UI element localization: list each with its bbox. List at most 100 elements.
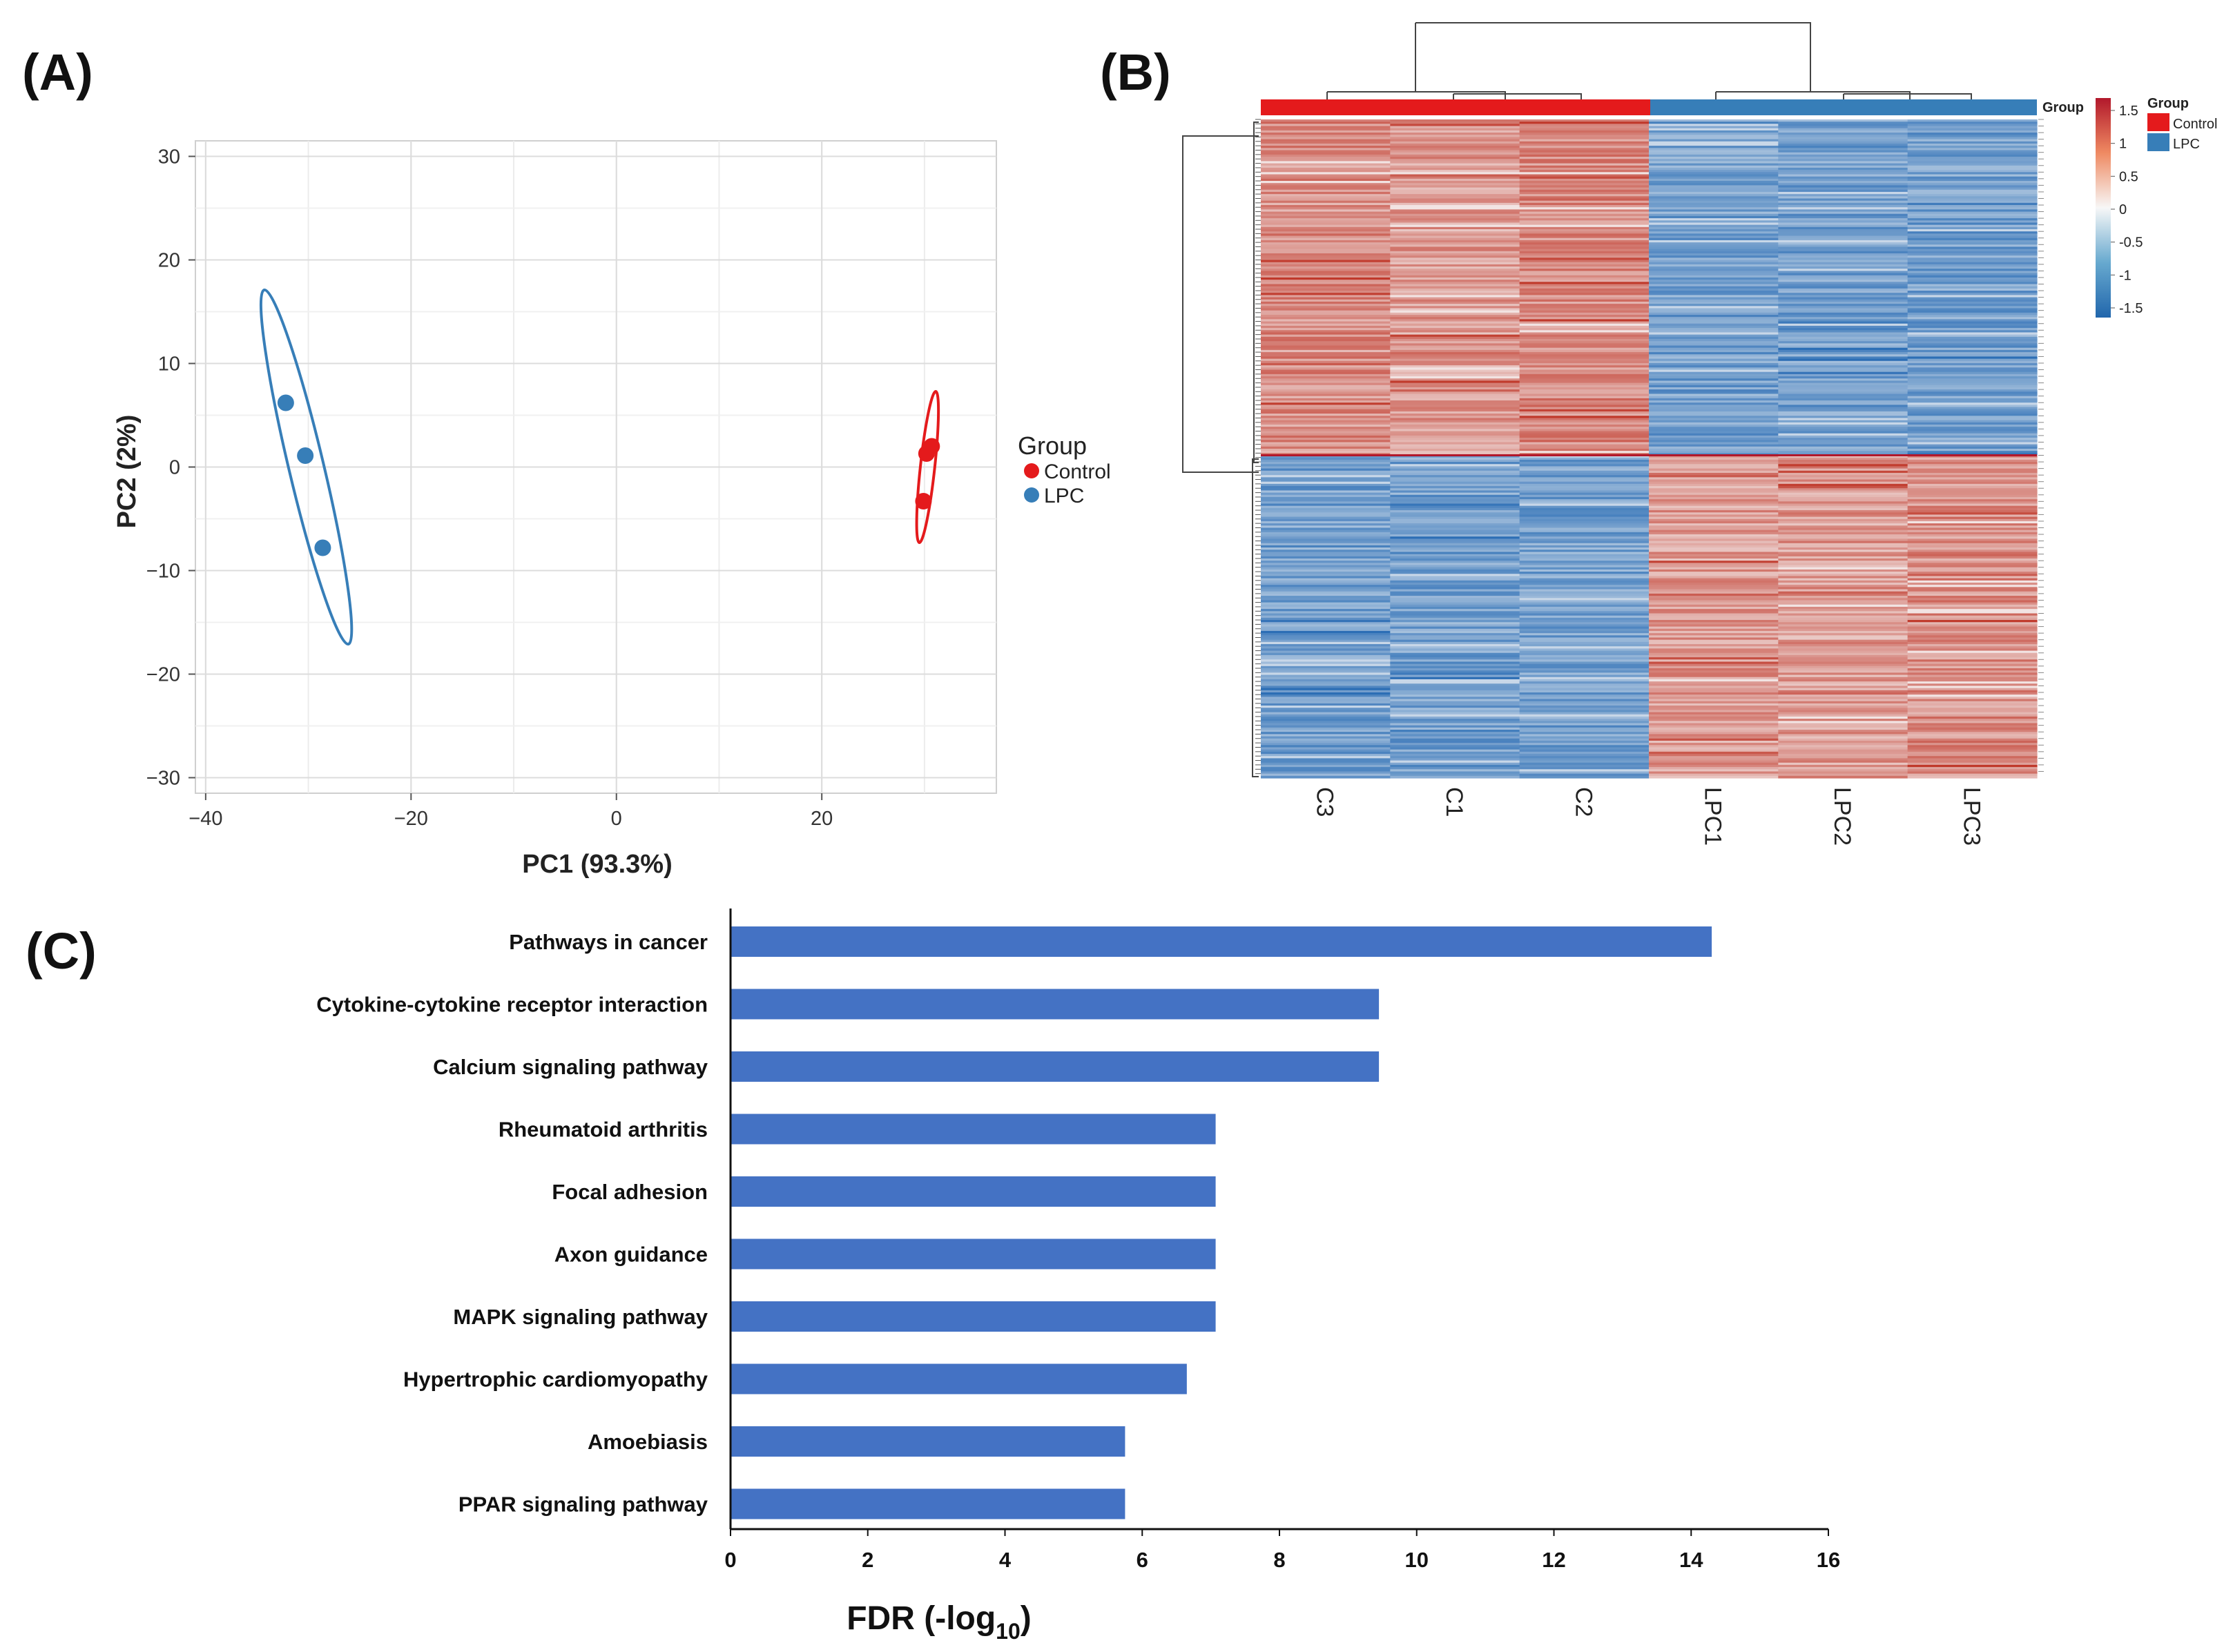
heatmap-cell: [1390, 582, 1520, 585]
heatmap-cell: [1261, 352, 1391, 355]
bar-category-label: Axon guidance: [554, 1243, 708, 1267]
heatmap-cell: [1390, 418, 1520, 421]
heatmap-cell: [1390, 442, 1520, 445]
heatmap-cell: [1778, 407, 1908, 410]
heatmap-cell: [1649, 771, 1779, 775]
heatmap-cell: [1519, 126, 1650, 129]
heatmap-cell: [1649, 242, 1779, 245]
heatmap-legend-lpc-label: LPC: [2173, 137, 2200, 152]
heatmap-cell: [1778, 756, 1908, 759]
heatmap-cell: [1778, 479, 1908, 483]
heatmap-cell: [1907, 146, 2038, 148]
heatmap-cell: [1261, 194, 1391, 197]
heatmap-cell: [1261, 325, 1391, 329]
heatmap-cell: [1907, 229, 2038, 232]
bar-x-axis-title: FDR (-log10): [847, 1600, 1032, 1644]
heatmap-cell: [1778, 438, 1908, 440]
heatmap-cell: [1649, 332, 1779, 336]
heatmap-cell: [1649, 354, 1779, 358]
heatmap-cell: [1907, 367, 2038, 371]
heatmap-cell: [1261, 628, 1391, 632]
pca-point-control: [915, 493, 932, 509]
heatmap-cell: [1778, 589, 1908, 592]
heatmap-cell: [1907, 176, 2038, 179]
heatmap-cell: [1649, 734, 1779, 737]
heatmap-cell: [1390, 218, 1520, 221]
heatmap-cell: [1519, 723, 1650, 726]
bar-category-label: Pathways in cancer: [509, 930, 708, 954]
heatmap-cell: [1907, 429, 2038, 432]
heatmap-cell: [1649, 299, 1779, 302]
heatmap-cell: [1261, 317, 1391, 320]
heatmap-cell: [1649, 218, 1779, 221]
heatmap-cell: [1519, 490, 1650, 494]
heatmap-cell: [1778, 536, 1908, 539]
heatmap-cell: [1907, 301, 2038, 304]
heatmap-cell: [1649, 556, 1779, 559]
heatmap-cell: [1649, 451, 1779, 454]
heatmap-cell: [1778, 503, 1908, 507]
heatmap-cell: [1390, 306, 1520, 309]
heatmap-cell: [1261, 262, 1391, 265]
heatmap-cell: [1519, 396, 1650, 399]
heatmap-cell: [1778, 736, 1908, 739]
bar-x-tick-label: 4: [999, 1548, 1012, 1572]
heatmap-cell: [1778, 222, 1908, 226]
heatmap-cell: [1390, 455, 1520, 458]
heatmap-cell: [1778, 275, 1908, 278]
heatmap-cell: [1649, 697, 1779, 700]
heatmap-cell: [1519, 414, 1650, 416]
heatmap-cell: [1649, 611, 1779, 614]
heatmap-cell: [1778, 174, 1908, 177]
heatmap-cell: [1649, 262, 1779, 265]
heatmap-cell: [1649, 706, 1779, 708]
heatmap-cell: [1261, 630, 1391, 634]
heatmap-cell: [1390, 451, 1520, 454]
heatmap-cell: [1261, 582, 1391, 585]
heatmap-cell: [1261, 529, 1391, 533]
heatmap-cell: [1778, 512, 1908, 515]
heatmap-cell: [1907, 187, 2038, 191]
heatmap-cell: [1649, 198, 1779, 202]
heatmap-cell: [1778, 213, 1908, 217]
heatmap-cell: [1519, 719, 1650, 721]
heatmap-cell: [1261, 336, 1391, 340]
heatmap-cell: [1649, 663, 1779, 667]
heatmap-cell: [1390, 373, 1520, 377]
heatmap-cell: [1519, 510, 1650, 513]
heatmap-cell: [1261, 523, 1391, 526]
heatmap-cell: [1778, 641, 1908, 645]
heatmap-cell: [1519, 532, 1650, 535]
heatmap-cell: [1261, 202, 1391, 206]
heatmap-cell: [1390, 668, 1520, 671]
heatmap-cell: [1519, 622, 1650, 625]
heatmap-cell: [1519, 604, 1650, 608]
heatmap-cell: [1261, 518, 1391, 522]
heatmap-cell: [1907, 646, 2038, 649]
heatmap-cell: [1907, 701, 2038, 704]
heatmap-cell: [1907, 472, 2038, 476]
heatmap-cell: [1907, 330, 2038, 333]
heatmap-cell: [1778, 604, 1908, 608]
heatmap-cell: [1778, 646, 1908, 649]
heatmap-cell: [1907, 499, 2038, 502]
heatmap-cell: [1261, 442, 1391, 445]
heatmap-cell: [1778, 644, 1908, 647]
heatmap-cell: [1390, 663, 1520, 667]
heatmap-cell: [1261, 754, 1391, 757]
heatmap-cell: [1907, 558, 2038, 561]
heatmap-cell: [1390, 124, 1520, 127]
heatmap-cell: [1649, 435, 1779, 438]
heatmap-cell: [1649, 398, 1779, 401]
heatmap-cell: [1390, 672, 1520, 676]
heatmap-cell: [1778, 606, 1908, 610]
heatmap-cell: [1649, 652, 1779, 656]
heatmap-cell: [1519, 734, 1650, 737]
heatmap-cell: [1907, 266, 2038, 269]
color-scale-tick-label: 1.5: [2119, 104, 2138, 119]
heatmap-cell: [1261, 716, 1391, 719]
heatmap-cell: [1261, 565, 1391, 568]
heatmap-cell: [1519, 310, 1650, 313]
heatmap-cell: [1778, 496, 1908, 500]
